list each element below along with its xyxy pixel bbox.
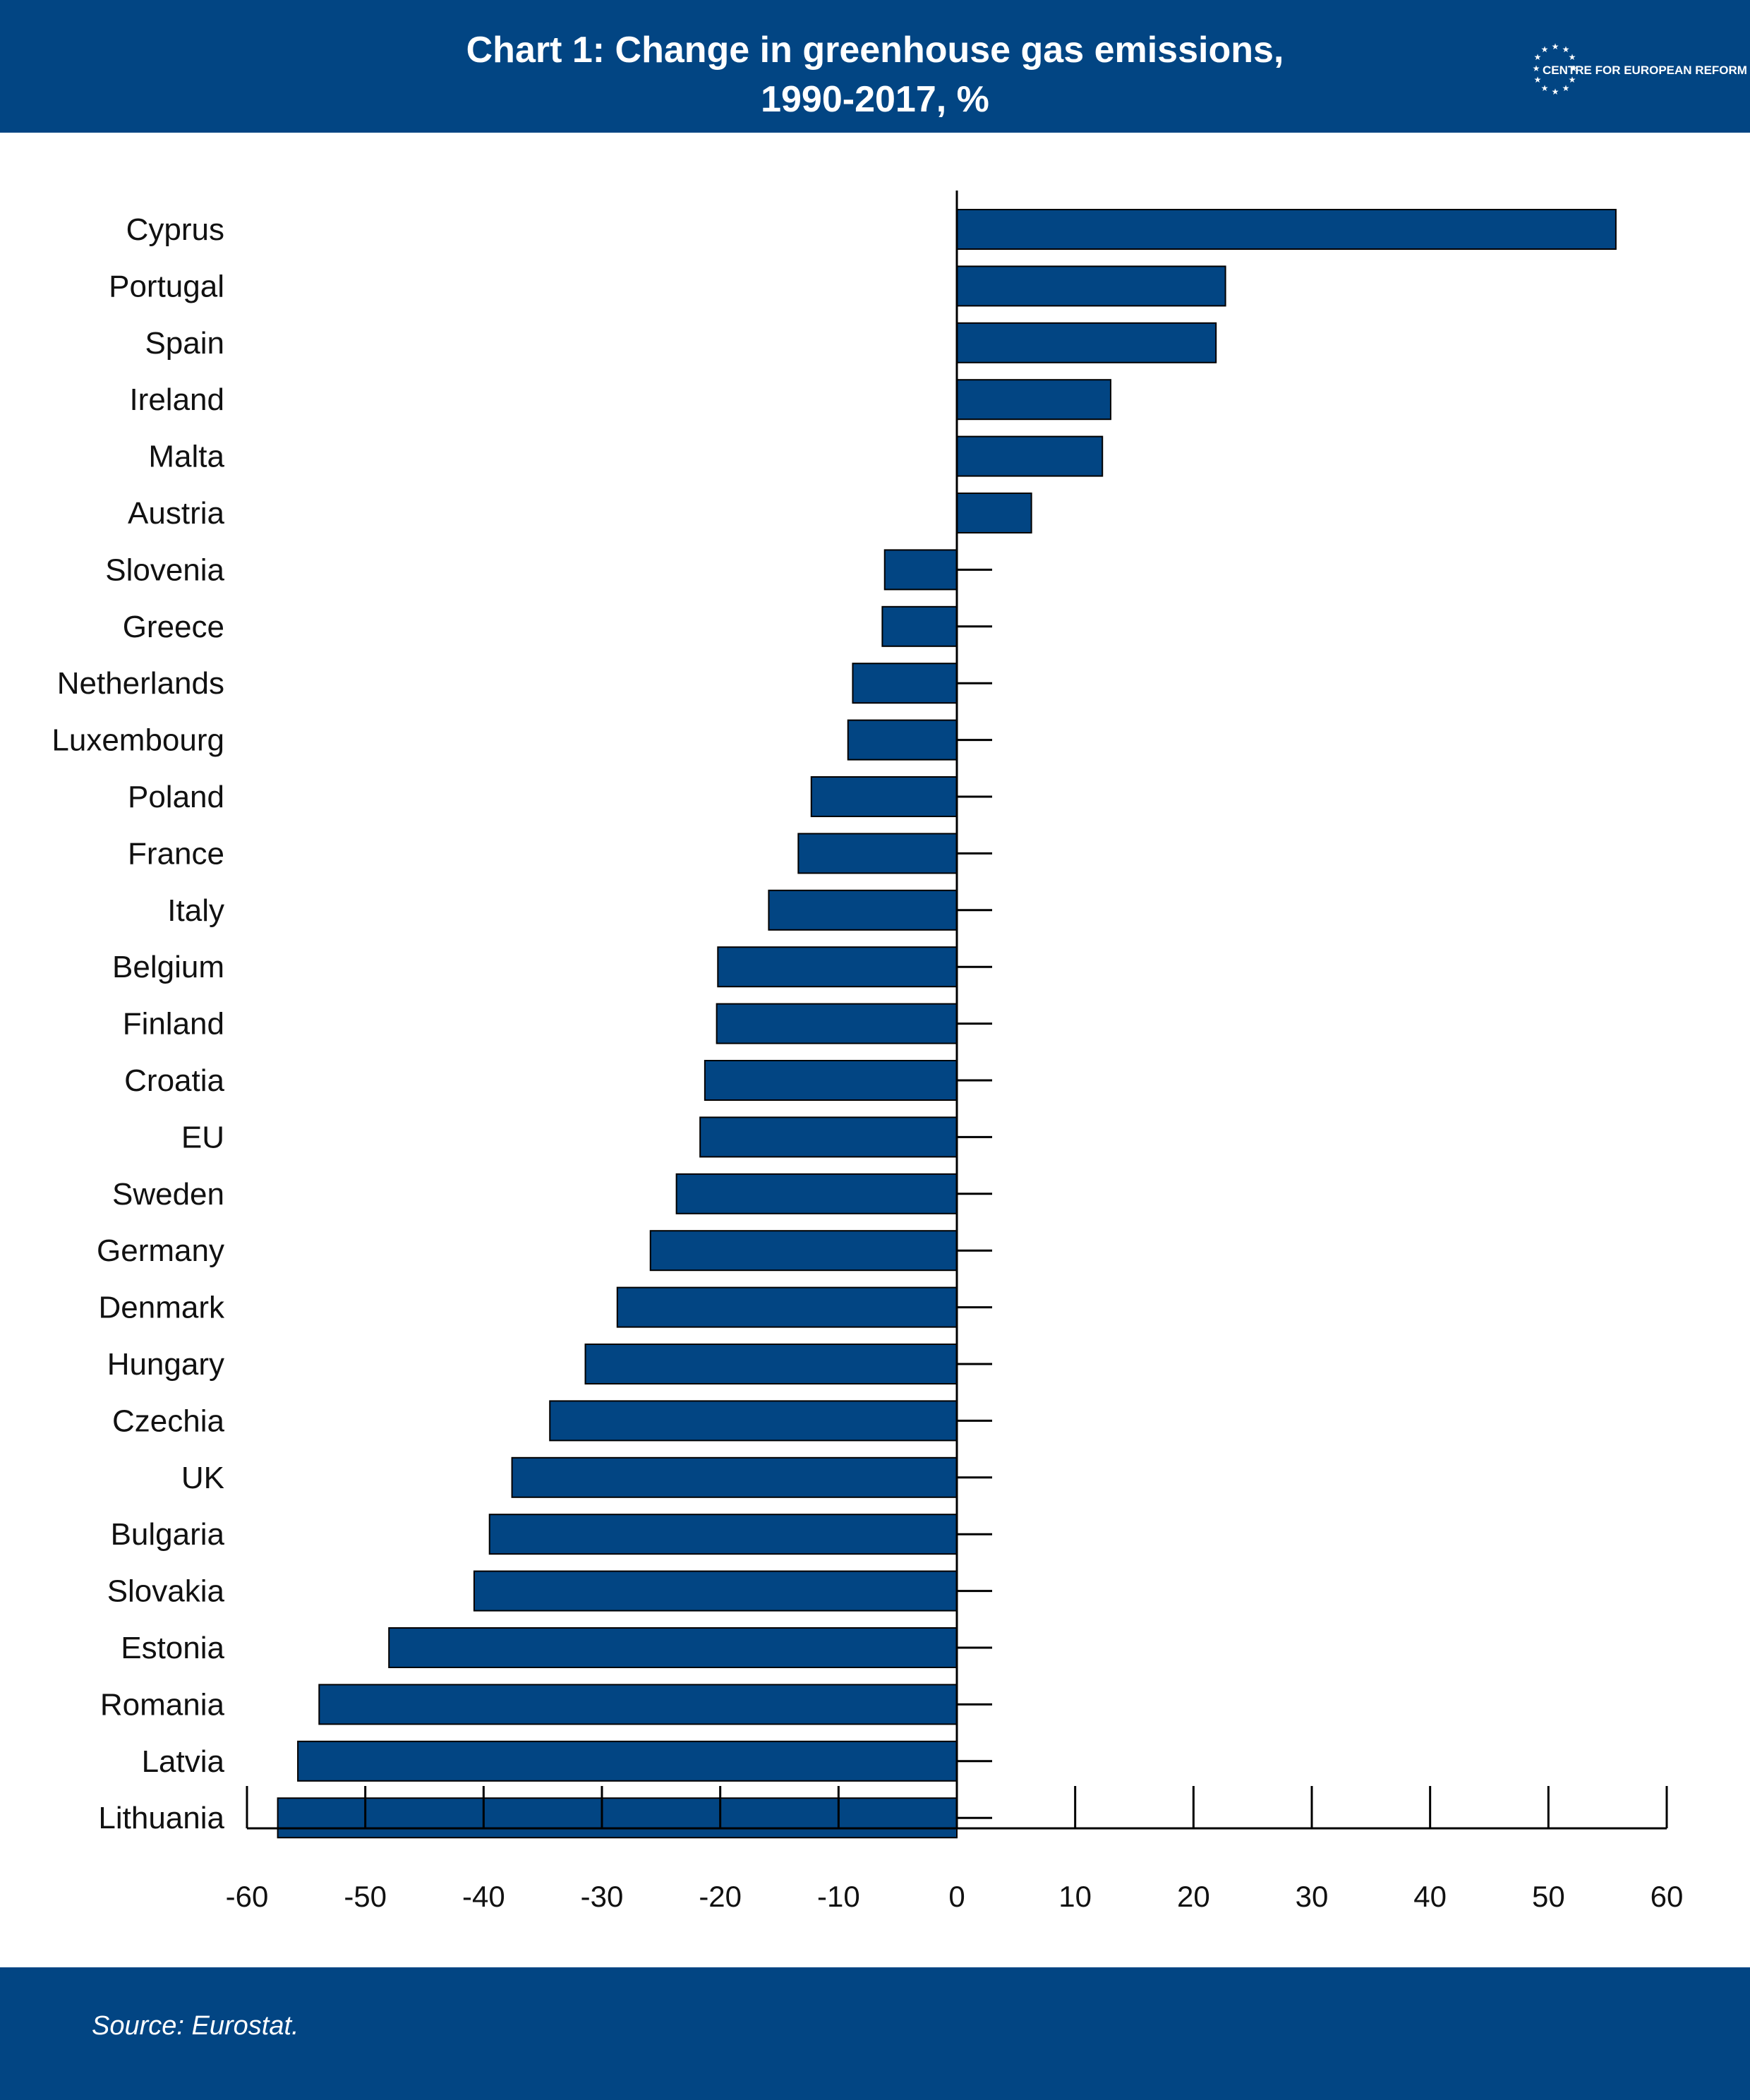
bar-spain (956, 322, 1217, 363)
svg-text:★: ★ (1533, 64, 1540, 73)
category-label: Lithuania (98, 1801, 224, 1835)
category-label: UK (181, 1461, 224, 1495)
bar-lithuania (277, 1797, 958, 1839)
chart-title-line1: Chart 1: Change in greenhouse gas emissi… (466, 30, 1284, 71)
chart-footer: Source: Eurostat. (0, 1967, 1750, 2100)
category-label: EU (181, 1120, 224, 1154)
bar-cyprus (956, 209, 1617, 250)
category-label: Bulgaria (111, 1517, 225, 1552)
category-label: Romania (100, 1687, 225, 1722)
x-tick-label: -50 (344, 1880, 387, 1913)
x-tick-label: -60 (226, 1880, 269, 1913)
bar-netherlands (852, 663, 958, 704)
category-label: Slovenia (105, 553, 224, 587)
category-label: Sweden (112, 1177, 224, 1212)
svg-text:★: ★ (1534, 75, 1542, 85)
category-label: Hungary (107, 1347, 224, 1382)
category-label: France (128, 836, 224, 871)
svg-text:★: ★ (1562, 44, 1570, 54)
category-label: Germany (97, 1233, 224, 1268)
bar-poland (810, 776, 958, 817)
category-label: Netherlands (57, 666, 224, 701)
bar-chart-area: Cyprus Portugal Spain Ireland Malta Austria Sl… (0, 133, 1750, 1967)
bar-estonia (388, 1627, 958, 1668)
category-label: Greece (123, 610, 224, 644)
x-tick-label: -40 (462, 1880, 505, 1913)
x-tick-label: -30 (581, 1880, 624, 1913)
svg-text:★: ★ (1552, 42, 1559, 52)
svg-text:★: ★ (1541, 44, 1549, 54)
bar-hungary (584, 1344, 958, 1384)
category-label: Spain (145, 326, 224, 361)
category-label: Denmark (99, 1291, 225, 1325)
bar-italy (768, 889, 958, 931)
category-label: Italy (167, 893, 224, 928)
bar-uk (511, 1456, 958, 1498)
category-label: Luxembourg (52, 723, 224, 758)
category-label: Finland (123, 1007, 224, 1042)
svg-text:★: ★ (1569, 52, 1576, 62)
x-tick-label: 50 (1532, 1880, 1565, 1913)
bar-czechia (549, 1400, 958, 1442)
bar-malta (956, 435, 1104, 477)
bar-latvia (297, 1740, 958, 1782)
source-note: Source: Eurostat. (92, 2011, 299, 2041)
bar-belgium (717, 946, 958, 988)
bar-luxembourg (847, 719, 958, 761)
bar-greece (881, 605, 958, 647)
category-label: Malta (148, 440, 224, 474)
svg-text:★: ★ (1552, 87, 1559, 97)
bar-germany (649, 1230, 958, 1272)
category-label: Belgium (112, 950, 224, 984)
x-tick-label: 10 (1058, 1880, 1092, 1913)
bar-croatia (704, 1060, 958, 1101)
logo-text: CENTRE FOR EUROPEAN REFORM (1543, 64, 1747, 77)
svg-text:★: ★ (1569, 75, 1576, 85)
x-tick-label: 20 (1177, 1880, 1210, 1913)
x-tick-label: 40 (1413, 1880, 1447, 1913)
category-label: Estonia (121, 1631, 224, 1665)
category-label: Austria (128, 496, 224, 531)
svg-text:★: ★ (1570, 64, 1578, 73)
category-label: Czechia (112, 1404, 224, 1438)
svg-text:★: ★ (1541, 83, 1549, 93)
bar-austria (956, 493, 1032, 533)
bar-france (797, 833, 958, 874)
eu-stars-icon: ★ ★ ★ ★ ★ ★ ★ ★ ★ ★ ★ ★ (1533, 42, 1578, 97)
category-label: Cyprus (126, 212, 224, 247)
bar-finland (716, 1003, 958, 1044)
category-label: Ireland (129, 382, 224, 417)
bar-ireland (956, 379, 1111, 421)
chart-title-line2: 1990-2017, % (761, 79, 989, 120)
x-tick-label: 0 (948, 1880, 965, 1913)
chart-title: Chart 1: Change in greenhouse gas emissi… (0, 25, 1750, 124)
x-tick-label: 60 (1651, 1880, 1684, 1913)
bar-slovenia (883, 549, 958, 591)
bar-sweden (675, 1173, 958, 1214)
svg-text:★: ★ (1562, 83, 1570, 93)
x-tick-label: 30 (1296, 1880, 1329, 1913)
bar-eu (699, 1116, 958, 1158)
bar-romania (318, 1684, 958, 1725)
category-label: Latvia (142, 1744, 225, 1779)
bar-portugal (956, 265, 1226, 307)
x-tick-label: -20 (699, 1880, 742, 1913)
bar-slovakia (473, 1570, 958, 1612)
cer-logo: ★ ★ ★ ★ ★ ★ ★ ★ ★ ★ ★ ★ CENTRE FOR EUROP… (1527, 41, 1747, 102)
x-tick-label: -10 (817, 1880, 860, 1913)
category-label: Portugal (109, 269, 224, 303)
svg-text:★: ★ (1534, 52, 1542, 62)
bar-chart: Cyprus Portugal Spain Ireland Malta Austria Sl… (52, 191, 1684, 1913)
category-label: Slovakia (107, 1574, 225, 1609)
category-label: Croatia (124, 1063, 224, 1098)
bar-bulgaria (488, 1514, 958, 1555)
category-label: Poland (128, 780, 224, 814)
chart-header: Chart 1: Change in greenhouse gas emissi… (0, 0, 1750, 133)
bar-denmark (616, 1286, 958, 1328)
